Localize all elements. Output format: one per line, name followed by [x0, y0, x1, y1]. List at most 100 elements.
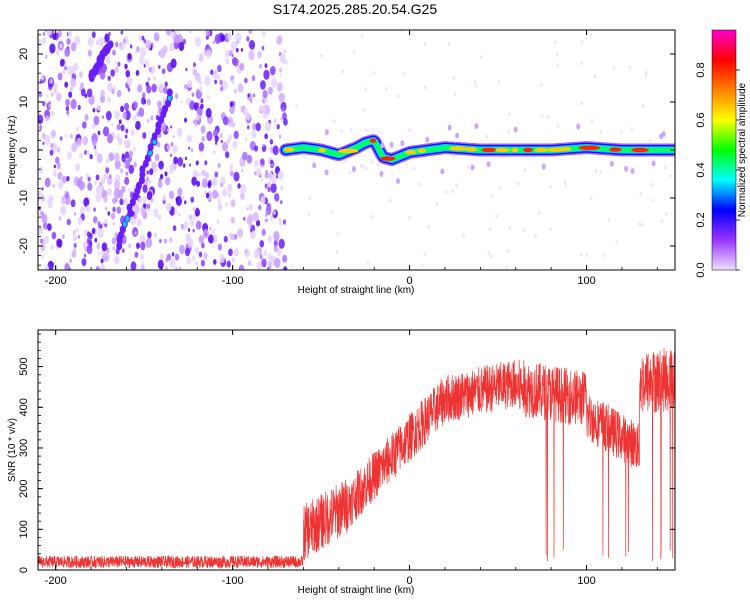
noise-blob	[182, 163, 186, 168]
noise-blob	[104, 218, 108, 225]
noise-blob	[195, 160, 199, 166]
noise-blob	[270, 174, 277, 185]
noise-blob	[127, 53, 132, 60]
noise-blob	[108, 31, 111, 36]
noise-blob	[169, 153, 172, 158]
signal-spur	[659, 133, 664, 140]
noise-blob	[233, 171, 240, 182]
noise-speck	[603, 253, 606, 258]
spectrogram-ytick-label-1: -10	[18, 190, 30, 206]
noise-blob	[43, 235, 49, 244]
noise-blob	[148, 66, 153, 73]
noise-blob	[212, 228, 216, 234]
noise-blob	[130, 261, 137, 270]
noise-blob	[206, 94, 210, 99]
noise-blob	[97, 251, 101, 256]
noise-speck	[408, 215, 411, 220]
noise-blob	[69, 258, 72, 263]
noise-blob	[201, 242, 205, 249]
noise-blob	[80, 200, 83, 204]
noise-blob	[66, 175, 70, 182]
snr-panel: -200 -100 0 100 0 100 200 300 400 500 Height of …	[7, 329, 676, 596]
noise-blob	[38, 225, 43, 235]
noise-blob	[92, 108, 96, 113]
noise-blob	[120, 30, 124, 35]
noise-blob	[41, 213, 48, 224]
noise-speck	[540, 82, 543, 87]
signal-peak	[318, 148, 327, 153]
noise-blob	[114, 66, 119, 73]
noise-blob	[264, 133, 268, 140]
noise-blob	[191, 176, 197, 186]
noise-blob	[159, 173, 164, 180]
noise-blob	[216, 219, 220, 225]
noise-blob	[208, 180, 211, 185]
noise-speck	[628, 65, 632, 70]
noise-blob	[150, 115, 154, 121]
noise-blob	[274, 192, 280, 202]
noise-speck	[418, 182, 421, 187]
noise-blob	[123, 38, 126, 44]
noise-speck	[580, 61, 583, 66]
noise-blob	[114, 256, 118, 263]
noise-blob	[260, 196, 266, 205]
noise-blob	[283, 49, 287, 54]
noise-blob	[222, 141, 228, 152]
noise-blob	[56, 238, 63, 248]
noise-speck	[365, 166, 368, 171]
noise-speck	[480, 54, 483, 59]
noise-blob	[174, 93, 179, 100]
signal-peak	[522, 147, 534, 153]
noise-blob	[226, 260, 231, 268]
spectrogram-xtick-label-0: -200	[45, 275, 67, 287]
noise-speck	[385, 86, 388, 91]
noise-blob	[71, 143, 77, 153]
noise-blob	[154, 153, 160, 162]
noise-blob	[157, 180, 163, 189]
noise-blob	[219, 132, 223, 139]
noise-blob	[96, 104, 101, 112]
noise-blob	[257, 50, 262, 59]
noise-blob	[57, 72, 63, 81]
noise-blob	[279, 67, 283, 73]
noise-blob	[86, 231, 91, 238]
noise-blob	[156, 141, 161, 148]
noise-blob	[133, 162, 137, 168]
noise-blob	[141, 96, 146, 105]
noise-blob	[170, 58, 177, 69]
noise-blob	[217, 64, 222, 73]
noise-blob	[188, 87, 191, 92]
noise-speck	[660, 218, 664, 223]
snr-x-ticks: -200 -100 0 100	[45, 330, 658, 587]
noise-blob	[185, 98, 191, 106]
noise-blob	[135, 70, 140, 76]
noise-blob	[188, 146, 190, 150]
noise-blob	[128, 164, 135, 174]
noise-blob	[64, 81, 69, 88]
noise-blob	[180, 99, 183, 104]
noise-blob	[124, 176, 130, 186]
noise-blob	[278, 134, 282, 139]
noise-blob	[86, 244, 93, 255]
noise-speck	[291, 263, 294, 268]
noise-blob	[217, 243, 222, 251]
spectrogram-xtick-label-3: 100	[577, 275, 595, 287]
noise-blob	[208, 234, 214, 244]
noise-blob	[246, 215, 253, 226]
noise-blob	[255, 219, 261, 227]
noise-blob	[136, 242, 140, 249]
noise-blob	[146, 176, 150, 182]
noise-blob	[39, 213, 42, 218]
noise-blob	[46, 94, 49, 98]
noise-blob	[172, 225, 177, 232]
noise-blob	[89, 154, 93, 160]
noise-blob	[214, 70, 218, 75]
noise-blob	[161, 68, 166, 75]
noise-blob	[261, 258, 267, 268]
noise-blob	[255, 122, 261, 132]
noise-blob	[267, 186, 271, 193]
noise-blob	[45, 115, 50, 122]
noise-blob	[249, 228, 253, 233]
noise-blob	[249, 98, 253, 104]
noise-blob	[263, 250, 268, 257]
